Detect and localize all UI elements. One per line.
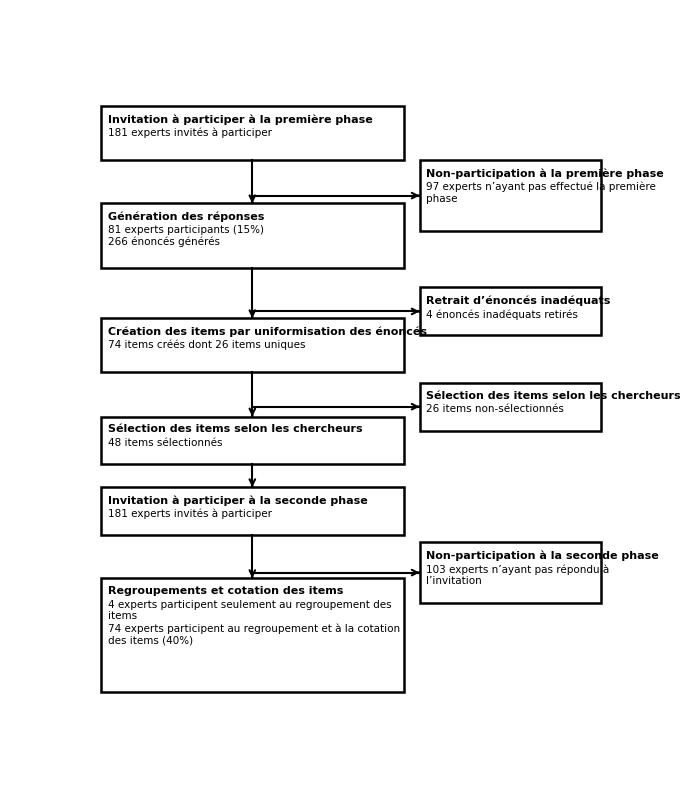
FancyBboxPatch shape [101, 203, 404, 268]
Text: Retrait d’énoncés inadéquats: Retrait d’énoncés inadéquats [426, 295, 611, 306]
FancyBboxPatch shape [101, 318, 404, 372]
Text: Regroupements et cotation des items: Regroupements et cotation des items [107, 586, 343, 596]
FancyBboxPatch shape [101, 578, 404, 692]
FancyBboxPatch shape [420, 160, 602, 231]
Text: Sélection des items selon les chercheurs: Sélection des items selon les chercheurs [426, 391, 680, 401]
Text: 181 experts invités à participer: 181 experts invités à participer [107, 128, 272, 138]
Text: 81 experts participants (15%)
266 énoncés générés: 81 experts participants (15%) 266 énoncé… [107, 225, 264, 247]
FancyBboxPatch shape [420, 287, 602, 335]
Text: Non-participation à la seconde phase: Non-participation à la seconde phase [426, 551, 659, 561]
Text: Génération des réponses: Génération des réponses [107, 211, 264, 222]
Text: Invitation à participer à la première phase: Invitation à participer à la première ph… [107, 114, 373, 124]
FancyBboxPatch shape [420, 383, 602, 431]
Text: 48 items sélectionnés: 48 items sélectionnés [107, 438, 222, 448]
Text: Invitation à participer à la seconde phase: Invitation à participer à la seconde pha… [107, 495, 367, 506]
FancyBboxPatch shape [101, 106, 404, 160]
Text: Création des items par uniformisation des énoncés: Création des items par uniformisation de… [107, 326, 426, 337]
Text: 103 experts n’ayant pas répondu à
l’invitation: 103 experts n’ayant pas répondu à l’invi… [426, 564, 610, 587]
Text: 4 experts participent seulement au regroupement des
items
74 experts participent: 4 experts participent seulement au regro… [107, 600, 400, 646]
Text: 74 items créés dont 26 items uniques: 74 items créés dont 26 items uniques [107, 340, 305, 350]
Text: Sélection des items selon les chercheurs: Sélection des items selon les chercheurs [107, 425, 362, 434]
Text: 97 experts n’ayant pas effectué la première
phase: 97 experts n’ayant pas effectué la premi… [426, 182, 656, 204]
FancyBboxPatch shape [420, 543, 602, 602]
Text: Non-participation à la première phase: Non-participation à la première phase [426, 168, 664, 179]
Text: 181 experts invités à participer: 181 experts invités à participer [107, 509, 272, 519]
FancyBboxPatch shape [101, 487, 404, 535]
Text: 4 énoncés inadéquats retirés: 4 énoncés inadéquats retirés [426, 309, 579, 320]
FancyBboxPatch shape [101, 417, 404, 464]
Text: 26 items non-sélectionnés: 26 items non-sélectionnés [426, 405, 564, 414]
